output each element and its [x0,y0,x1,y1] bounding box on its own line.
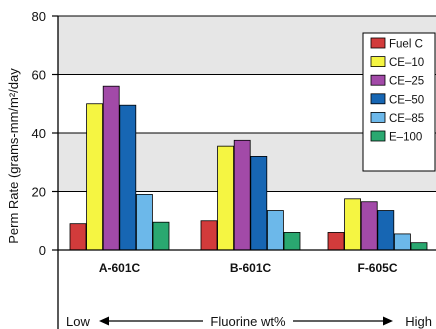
bar [200,220,218,251]
bar [217,145,235,251]
left-arrow [99,316,203,326]
legend-swatch [370,37,386,49]
bar [283,232,301,251]
bar [250,155,268,251]
x-category-label: F-605C [357,261,397,275]
bar [344,198,362,251]
legend: Fuel C CE–10 CE–25 CE–50 CE–85 E–100 [362,32,436,172]
legend-label: E–100 [389,132,422,144]
legend-label: CE–25 [389,76,424,88]
legend-label: Fuel C [389,39,423,51]
bar [266,210,284,251]
x-axis-categories: A-601C B-601C F-605C [99,261,398,275]
bar [135,194,153,251]
bar [360,201,378,251]
bar [233,139,251,251]
legend-swatch [370,56,386,67]
legend-label: CE–50 [389,94,424,106]
y-axis-label: Perm Rate (grams-mm/m²/day [6,68,21,244]
legend-label: CE–10 [389,57,424,69]
x-category-label: A-601C [99,261,141,275]
legend-swatch [370,112,386,123]
x-axis-high-label: High [405,314,432,329]
bar [393,233,411,251]
y-tick-label: 40 [32,126,46,141]
y-tick-label: 80 [32,9,46,24]
bar [119,104,137,251]
bar [410,242,428,251]
legend-label: CE–85 [389,113,424,125]
y-axis-ticks: 0 20 40 60 80 [32,9,58,258]
y-tick-label: 20 [32,185,46,200]
x-axis-label: Fluorine wt% [210,314,286,329]
y-tick-label: 0 [39,243,46,258]
legend-swatch [370,93,386,105]
bar [152,221,170,251]
x-category-label: B-601C [230,261,272,275]
legend-swatch [370,130,386,142]
right-arrow [293,316,393,326]
y-tick-label: 60 [32,68,46,83]
legend-swatch [370,74,386,86]
bar [86,103,103,251]
x-axis-low-label: Low [66,314,90,329]
bar-group [69,85,428,251]
bar [377,210,395,251]
bar [102,85,120,251]
bar [327,232,345,251]
bar [69,223,87,251]
